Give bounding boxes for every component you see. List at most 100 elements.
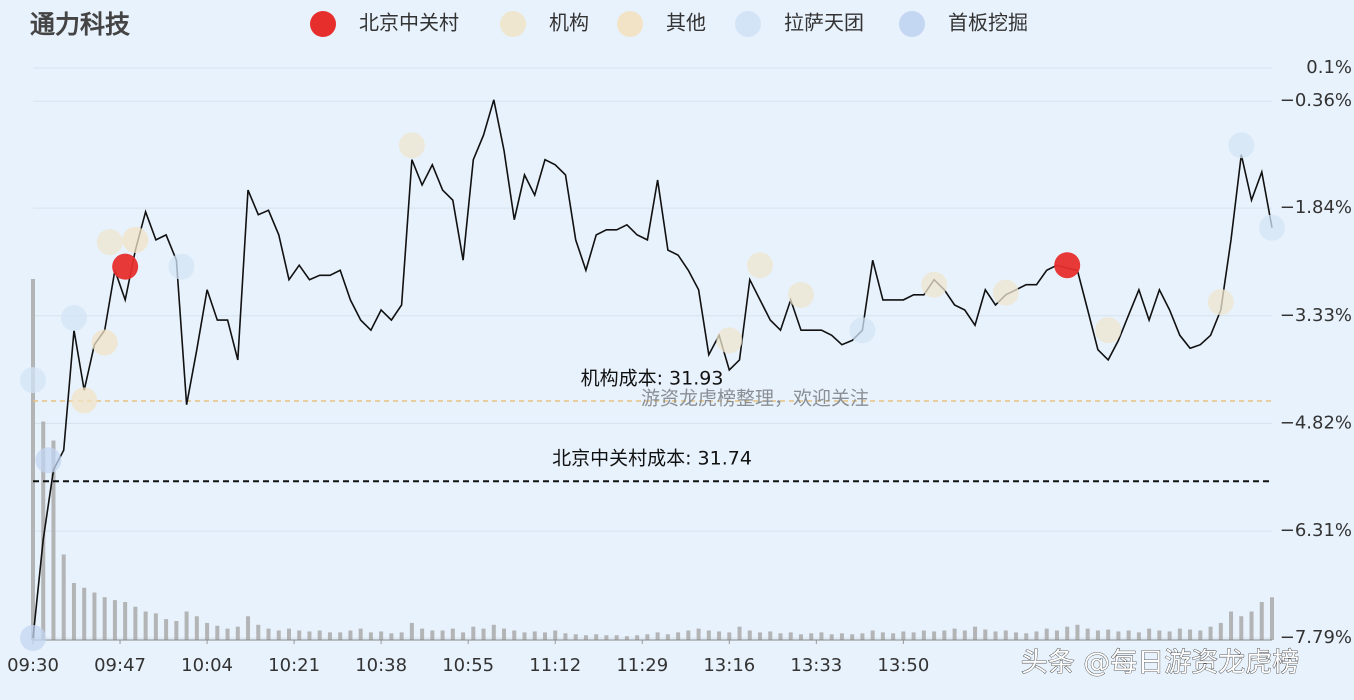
volume-bar bbox=[624, 636, 629, 640]
legend-label: 北京中关村 bbox=[359, 11, 459, 35]
volume-bar bbox=[983, 629, 988, 640]
x-tick-label: 11:29 bbox=[616, 655, 668, 676]
legend-label: 其他 bbox=[666, 11, 706, 35]
x-tick-label: 10:38 bbox=[355, 655, 407, 676]
volume-bar bbox=[307, 631, 312, 640]
event-marker bbox=[60, 304, 87, 331]
watermark: 游资龙虎榜整理，欢迎关注 bbox=[641, 388, 869, 410]
x-tick-label: 10:55 bbox=[442, 655, 494, 676]
legend-swatch bbox=[899, 11, 925, 37]
volume-bar bbox=[1044, 628, 1049, 640]
volume-bar bbox=[1126, 630, 1131, 640]
volume-bar bbox=[850, 634, 855, 640]
volume-bar bbox=[358, 628, 363, 640]
event-marker bbox=[747, 252, 774, 279]
volume-bar bbox=[256, 624, 261, 640]
x-tick-label: 10:21 bbox=[268, 655, 320, 676]
volume-bar bbox=[1003, 630, 1008, 640]
event-marker bbox=[122, 226, 149, 253]
volume-bar bbox=[962, 630, 967, 640]
legend-label: 首板挖掘 bbox=[948, 11, 1028, 35]
volume-bar bbox=[1229, 611, 1234, 640]
chart-title: 通力科技 bbox=[30, 10, 130, 39]
volume-bar bbox=[829, 634, 834, 640]
volume-bar bbox=[1147, 628, 1152, 640]
volume-bar bbox=[1106, 629, 1111, 640]
x-tick-label: 11:12 bbox=[529, 655, 581, 676]
volume-bar bbox=[461, 632, 466, 640]
volume-bar bbox=[1024, 633, 1029, 640]
volume-bar bbox=[952, 628, 957, 640]
volume-bar bbox=[1014, 632, 1019, 640]
volume-bar bbox=[1075, 624, 1080, 640]
volume-bar bbox=[317, 630, 322, 640]
volume-bar bbox=[389, 633, 394, 640]
event-marker bbox=[20, 625, 46, 651]
volume-bar bbox=[1095, 630, 1100, 640]
volume-bar bbox=[297, 630, 302, 640]
volume-bar bbox=[727, 632, 732, 640]
volume-bar bbox=[891, 633, 896, 640]
volume-bar bbox=[450, 628, 455, 640]
volume-bar bbox=[932, 631, 937, 640]
volume-bar bbox=[368, 632, 373, 640]
volume-bar bbox=[348, 630, 353, 640]
volume-bar bbox=[563, 633, 568, 640]
volume-bar bbox=[522, 632, 527, 640]
volume-bar bbox=[420, 628, 425, 640]
cost-label: 北京中关村成本: 31.74 bbox=[552, 448, 752, 470]
event-marker bbox=[921, 271, 948, 298]
y-tick-label: −3.33% bbox=[1280, 305, 1352, 326]
volume-bar bbox=[471, 626, 476, 640]
volume-bar bbox=[758, 632, 763, 640]
volume-bar bbox=[184, 611, 189, 640]
volume-bar bbox=[1034, 631, 1039, 640]
event-marker bbox=[1054, 252, 1081, 279]
volume-bar bbox=[112, 600, 117, 640]
legend-swatch bbox=[500, 11, 526, 37]
volume-bar bbox=[778, 633, 783, 640]
volume-bar bbox=[635, 635, 640, 640]
cost-label: 机构成本: 31.93 bbox=[581, 368, 724, 390]
volume-bar bbox=[430, 630, 435, 640]
volume-bar bbox=[573, 634, 578, 640]
volume-bar bbox=[338, 632, 343, 640]
event-marker bbox=[168, 253, 195, 280]
event-marker bbox=[20, 367, 46, 394]
volume-bar bbox=[246, 616, 251, 640]
volume-bar bbox=[798, 634, 803, 640]
volume-bar bbox=[655, 632, 660, 640]
volume-bar bbox=[686, 630, 691, 640]
volume-bar bbox=[153, 613, 158, 640]
x-tick-label: 13:16 bbox=[703, 655, 755, 676]
x-tick-label: 13:50 bbox=[877, 655, 929, 676]
y-tick-label: −1.84% bbox=[1280, 197, 1352, 218]
volume-bar bbox=[82, 587, 87, 640]
volume-bar bbox=[266, 628, 271, 640]
volume-bar bbox=[61, 554, 66, 640]
event-marker bbox=[849, 317, 876, 344]
legend-swatch bbox=[310, 11, 336, 37]
volume-bar bbox=[1116, 631, 1121, 640]
volume-bar bbox=[594, 634, 599, 640]
volume-bar bbox=[491, 624, 496, 640]
volume-bar bbox=[993, 631, 998, 640]
legend-swatch bbox=[735, 11, 761, 37]
volume-bar bbox=[31, 279, 35, 640]
event-marker bbox=[716, 327, 743, 354]
watermark: 头条 @每日游资龙虎榜 bbox=[1021, 648, 1300, 679]
volume-bar bbox=[286, 628, 291, 640]
volume-bar bbox=[276, 630, 281, 640]
x-tick-label: 13:33 bbox=[790, 655, 842, 676]
volume-bar bbox=[92, 592, 97, 640]
volume-bar bbox=[327, 632, 332, 640]
volume-bar bbox=[706, 630, 711, 640]
y-tick-label: −7.79% bbox=[1280, 627, 1352, 648]
volume-bar bbox=[860, 633, 865, 640]
event-marker bbox=[35, 447, 62, 474]
legend-swatch bbox=[617, 11, 643, 37]
volume-bar bbox=[164, 619, 169, 640]
event-marker bbox=[71, 387, 98, 414]
